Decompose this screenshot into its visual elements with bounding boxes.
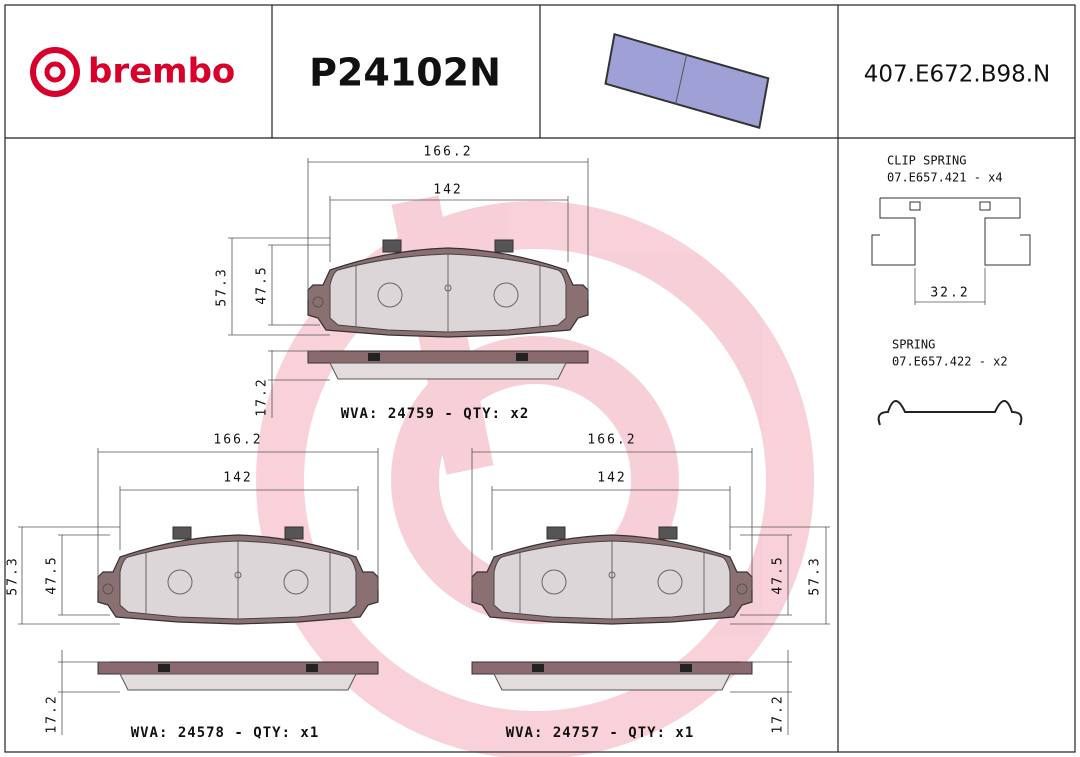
pad-photo <box>604 32 770 130</box>
dimension-lines <box>228 158 589 418</box>
accessory-code: 07.E657.422 - x2 <box>892 355 1008 369</box>
accessory-code: 07.E657.421 - x4 <box>887 171 1003 185</box>
thickness: 17.2 <box>45 694 60 733</box>
thickness: 17.2 <box>255 377 270 416</box>
overall-height: 57.3 <box>215 267 230 306</box>
overall-height: 57.3 <box>6 556 21 595</box>
inner-height: 47.5 <box>255 265 270 304</box>
wva-label: WVA: 24757 - QTY: x1 <box>506 725 695 741</box>
thickness: 17.2 <box>771 694 786 733</box>
accessory-name: CLIP SPRING <box>887 154 966 168</box>
pad-front <box>307 239 589 338</box>
wva-label: WVA: 24578 - QTY: x1 <box>131 725 320 741</box>
inner-height: 47.5 <box>771 555 786 594</box>
overall-width: 166.2 <box>587 433 636 448</box>
spring-drawing <box>877 400 1023 426</box>
inner-width: 142 <box>597 471 626 486</box>
wva-label: WVA: 24759 - QTY: x2 <box>341 406 530 422</box>
brand: brembo <box>88 52 235 92</box>
pad-front <box>97 526 379 625</box>
accessory-name: SPRING <box>892 338 935 352</box>
overall-width: 166.2 <box>423 145 472 160</box>
inner-height: 47.5 <box>45 555 60 594</box>
inner-width: 142 <box>223 471 252 486</box>
part-number: P24102N <box>309 51 501 95</box>
dimension-lines <box>18 448 379 735</box>
pad-side <box>97 661 379 691</box>
pad-front <box>471 526 753 625</box>
code: 407.E672.B98.N <box>864 62 1051 88</box>
dimension-lines <box>471 448 830 735</box>
clip-spring-drawing <box>871 197 1031 305</box>
overall-height: 57.3 <box>808 556 823 595</box>
overall-width: 166.2 <box>213 433 262 448</box>
pad-side <box>471 661 753 691</box>
inner-width: 142 <box>433 183 462 198</box>
brand-logo: brembo <box>30 47 235 97</box>
accessory-dimension: 32.2 <box>930 286 969 301</box>
pad-side <box>307 350 589 380</box>
